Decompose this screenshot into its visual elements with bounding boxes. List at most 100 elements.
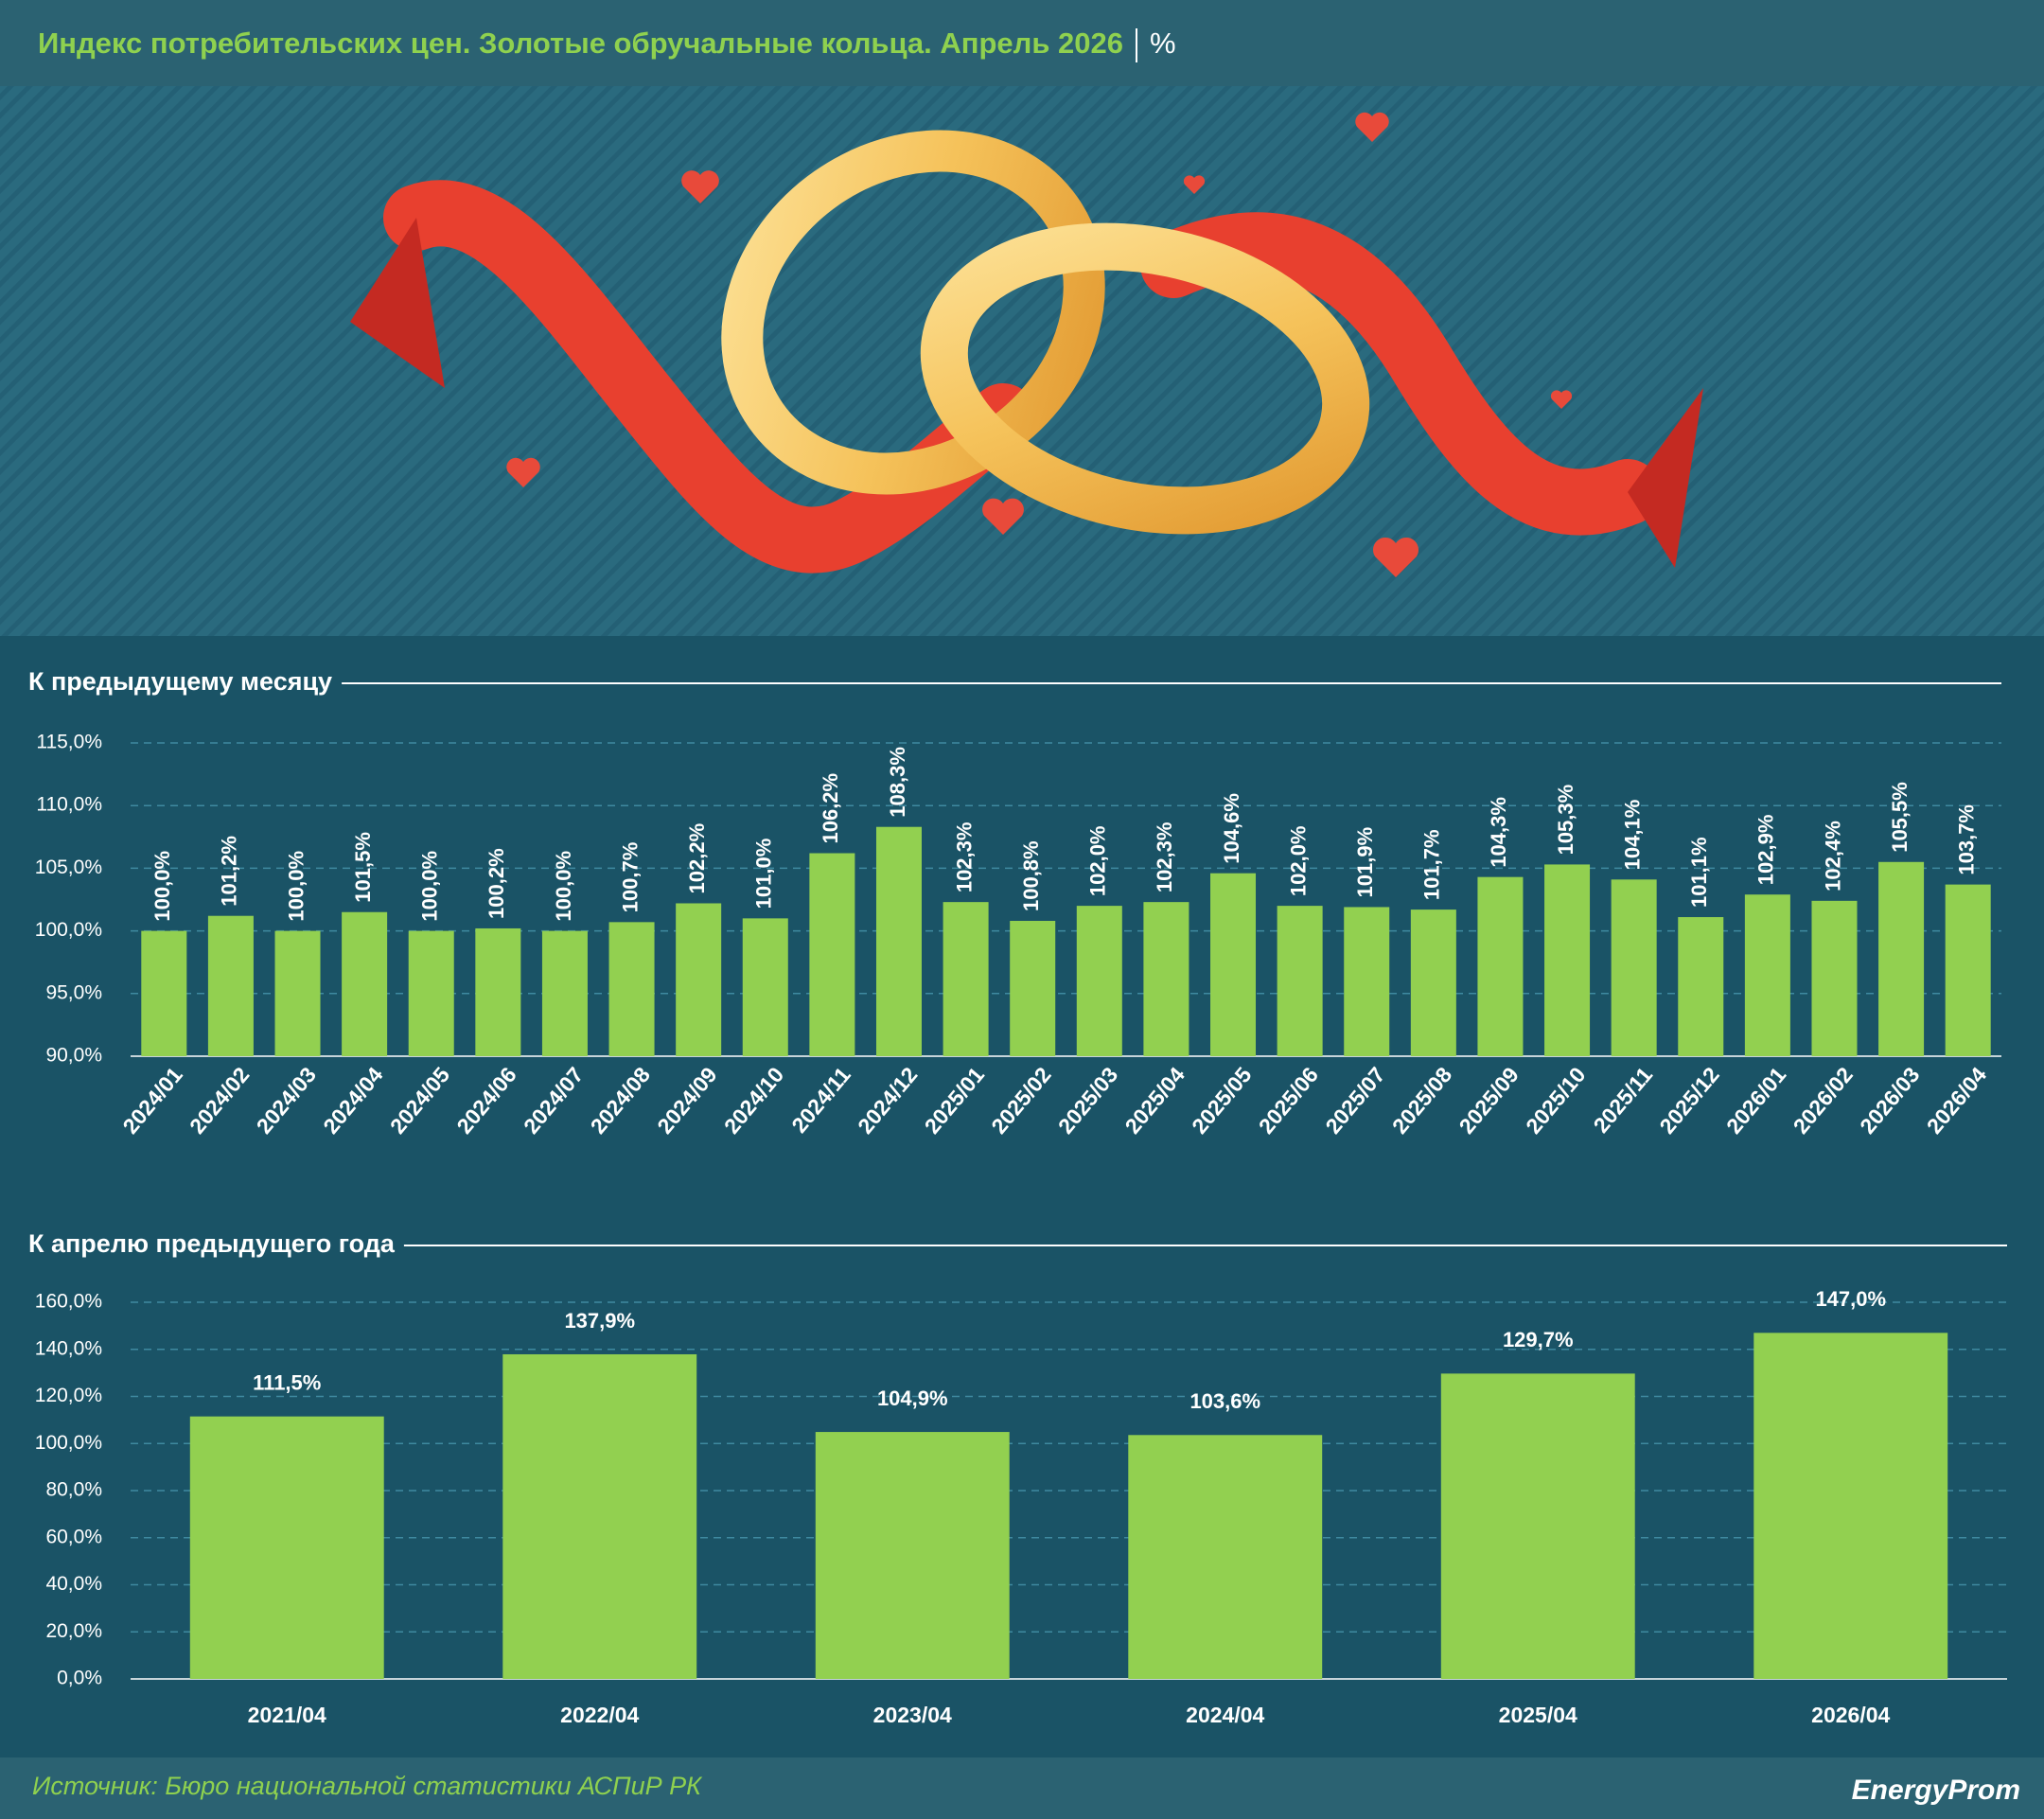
logo: EnergyProm bbox=[1852, 1775, 2020, 1806]
x-tick-label: 2025/02 bbox=[986, 1062, 1055, 1138]
bar bbox=[475, 927, 521, 1056]
value-label: 101,0% bbox=[752, 839, 776, 910]
x-tick-label: 2026/03 bbox=[1855, 1062, 1924, 1138]
bar bbox=[1210, 873, 1257, 1056]
value-label: 108,3% bbox=[886, 747, 909, 818]
y-tick-label: 140,0% bbox=[35, 1337, 102, 1359]
x-tick-label: 2024/02 bbox=[185, 1062, 254, 1138]
x-tick-label: 2025/04 bbox=[1499, 1703, 1577, 1727]
illustration bbox=[0, 86, 2044, 636]
bar bbox=[742, 918, 788, 1056]
value-label: 102,9% bbox=[1754, 815, 1778, 886]
bar bbox=[342, 911, 388, 1056]
bar bbox=[676, 903, 722, 1056]
value-label: 103,6% bbox=[1189, 1389, 1260, 1413]
bar bbox=[1744, 894, 1790, 1056]
value-label: 102,3% bbox=[952, 822, 976, 893]
value-label: 105,5% bbox=[1888, 782, 1912, 853]
x-tick-label: 2024/04 bbox=[318, 1062, 387, 1139]
bar bbox=[1611, 879, 1657, 1056]
y-tick-label: 95,0% bbox=[45, 981, 102, 1003]
value-label: 101,7% bbox=[1420, 829, 1444, 900]
value-label: 101,9% bbox=[1353, 827, 1377, 898]
unit: % bbox=[1150, 26, 1176, 60]
bar bbox=[1678, 917, 1724, 1056]
value-label: 104,6% bbox=[1220, 793, 1243, 864]
x-tick-label: 2026/04 bbox=[1922, 1062, 1991, 1139]
value-label: 129,7% bbox=[1503, 1328, 1574, 1351]
value-label: 100,2% bbox=[485, 848, 508, 919]
y-tick-label: 120,0% bbox=[35, 1385, 102, 1406]
bar bbox=[1277, 906, 1323, 1056]
bar bbox=[1753, 1333, 1948, 1679]
value-label: 111,5% bbox=[253, 1370, 321, 1394]
x-tick-label: 2024/01 bbox=[117, 1062, 186, 1139]
bar bbox=[1076, 906, 1122, 1056]
bar bbox=[815, 1432, 1010, 1679]
bar bbox=[1544, 864, 1591, 1056]
value-label: 102,0% bbox=[1286, 825, 1310, 896]
x-tick-label: 2024/08 bbox=[586, 1062, 655, 1139]
bar bbox=[141, 930, 187, 1056]
value-label: 104,9% bbox=[877, 1386, 948, 1410]
x-tick-label: 2024/05 bbox=[385, 1062, 454, 1139]
x-tick-label: 2022/04 bbox=[560, 1703, 639, 1727]
value-label: 105,3% bbox=[1554, 785, 1577, 856]
x-tick-label: 2025/10 bbox=[1521, 1062, 1590, 1138]
x-tick-label: 2024/10 bbox=[719, 1062, 788, 1138]
chart-title: К апрелю предыдущего года bbox=[28, 1229, 396, 1258]
y-tick-label: 0,0% bbox=[57, 1668, 102, 1689]
value-label: 104,3% bbox=[1487, 797, 1510, 868]
bar bbox=[1477, 876, 1524, 1056]
value-label: 101,5% bbox=[351, 832, 375, 903]
x-tick-label: 2025/09 bbox=[1454, 1062, 1524, 1138]
bar bbox=[408, 930, 454, 1056]
value-label: 101,1% bbox=[1687, 837, 1711, 908]
bar bbox=[189, 1416, 384, 1679]
y-tick-label: 100,0% bbox=[35, 919, 102, 941]
y-tick-label: 40,0% bbox=[45, 1573, 102, 1595]
page-title: Индекс потребительских цен. Золотые обру… bbox=[38, 26, 1123, 60]
x-tick-label: 2025/08 bbox=[1387, 1062, 1456, 1139]
y-tick-label: 90,0% bbox=[45, 1045, 102, 1067]
y-tick-label: 80,0% bbox=[45, 1479, 102, 1501]
y-tick-label: 110,0% bbox=[36, 794, 102, 816]
bar bbox=[1945, 884, 1991, 1056]
y-tick-label: 100,0% bbox=[35, 1432, 102, 1454]
y-tick-label: 115,0% bbox=[36, 732, 102, 753]
bar bbox=[207, 915, 254, 1056]
x-tick-label: 2025/12 bbox=[1654, 1062, 1723, 1138]
value-label: 106,2% bbox=[819, 773, 842, 844]
bar bbox=[1440, 1373, 1635, 1679]
bar bbox=[875, 826, 922, 1056]
value-label: 147,0% bbox=[1815, 1287, 1886, 1311]
value-label: 102,3% bbox=[1153, 822, 1176, 893]
value-label: 102,2% bbox=[685, 823, 709, 894]
value-label: 103,7% bbox=[1955, 804, 1979, 875]
x-tick-label: 2024/03 bbox=[252, 1062, 321, 1138]
value-label: 104,1% bbox=[1620, 800, 1644, 871]
header-bar bbox=[0, 0, 2044, 86]
x-tick-label: 2025/03 bbox=[1053, 1062, 1122, 1138]
bar bbox=[1811, 900, 1858, 1056]
bar bbox=[1344, 907, 1390, 1056]
y-tick-label: 60,0% bbox=[45, 1526, 102, 1547]
x-tick-label: 2025/11 bbox=[1589, 1062, 1658, 1138]
x-tick-label: 2025/07 bbox=[1320, 1062, 1389, 1138]
bar bbox=[1410, 910, 1456, 1056]
bar bbox=[502, 1353, 697, 1679]
bar bbox=[274, 930, 321, 1056]
x-tick-label: 2026/02 bbox=[1788, 1062, 1858, 1138]
x-tick-label: 2025/04 bbox=[1120, 1062, 1189, 1139]
y-tick-label: 20,0% bbox=[45, 1620, 102, 1642]
x-tick-label: 2025/05 bbox=[1187, 1062, 1256, 1139]
bar bbox=[541, 930, 588, 1056]
x-tick-label: 2026/04 bbox=[1811, 1703, 1890, 1727]
chart-title: К предыдущему месяцу bbox=[28, 667, 332, 696]
footer-bar bbox=[0, 1757, 2044, 1819]
value-label: 100,0% bbox=[150, 851, 174, 922]
y-tick-label: 160,0% bbox=[35, 1291, 102, 1313]
x-tick-label: 2024/11 bbox=[786, 1062, 855, 1138]
bar bbox=[1878, 861, 1925, 1056]
